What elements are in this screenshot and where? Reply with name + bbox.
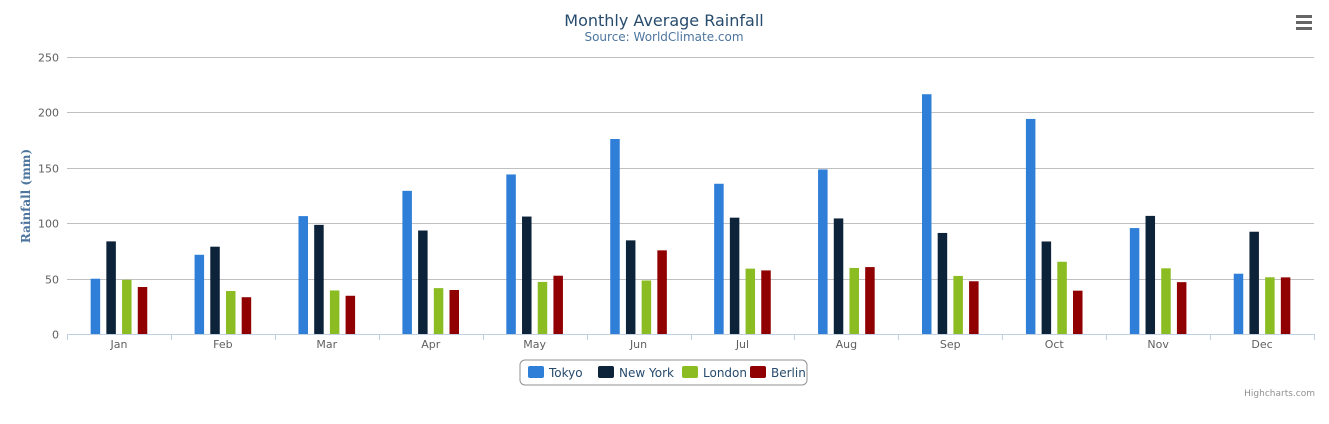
bar[interactable] [937,232,948,334]
legend-item[interactable]: New York [598,366,674,380]
bar[interactable] [225,291,236,334]
bar[interactable] [329,290,340,334]
credits-link[interactable]: Highcharts.com [1244,389,1315,399]
legend-swatch [528,366,544,378]
legend: Tokyo New York London Berlin [519,359,808,386]
bar[interactable] [641,280,652,334]
y-tick-label: 50 [45,274,59,287]
bar[interactable] [522,216,532,334]
x-tick-label: Apr [421,338,441,351]
x-tick-label: Aug [836,338,857,351]
bars [90,94,1291,334]
bar[interactable] [90,278,101,334]
bar[interactable] [865,267,875,334]
legend-swatch [598,366,614,378]
bar[interactable] [1161,268,1171,334]
bar[interactable] [106,241,116,334]
bar[interactable] [1073,290,1083,334]
bar[interactable] [314,224,324,334]
bar[interactable] [610,138,620,334]
x-tick-label: Oct [1045,338,1065,351]
x-tick-label: Sep [940,338,961,351]
bar[interactable] [625,240,636,334]
bar[interactable] [833,218,844,334]
bar[interactable] [969,281,979,334]
x-tick-label: Jun [629,338,647,351]
bar[interactable] [657,250,667,334]
x-tick-label: Jan [109,338,127,351]
x-tick-label: Mar [316,338,337,351]
bar[interactable] [1041,241,1052,334]
x-axis: Jan Feb Mar Apr May Jun Jul Aug Sep Oct Nov Dec [67,334,1315,351]
legend-label: New York [619,366,674,380]
bar[interactable] [433,288,444,334]
bar[interactable] [1025,118,1036,334]
bar[interactable] [729,217,740,334]
y-tick-label: 100 [38,218,59,231]
x-tick-label: Feb [213,338,232,351]
bar[interactable] [298,216,308,334]
bar[interactable] [1233,273,1244,334]
legend-label: Berlin [771,366,806,380]
chart-title: Monthly Average Rainfall [564,11,763,30]
bar[interactable] [418,230,428,334]
bar[interactable] [194,254,205,334]
bar[interactable] [122,279,132,334]
y-tick-label: 250 [38,52,59,65]
bar[interactable] [921,94,932,334]
legend-item[interactable]: London [682,366,747,380]
bar[interactable] [761,270,771,334]
bar[interactable] [402,190,412,334]
legend-swatch [750,366,766,378]
bar[interactable] [1176,282,1187,334]
bar[interactable] [553,275,563,334]
bar[interactable] [1145,215,1156,334]
y-tick-label: 0 [52,329,59,342]
bar[interactable] [745,268,756,334]
y-tick-label: 200 [38,107,59,120]
y-tick-label: 150 [38,163,59,176]
bar[interactable] [137,287,148,334]
bar[interactable] [1129,228,1140,334]
y-axis-ticks: 0 50 100 150 200 250 [38,52,59,342]
x-tick-label: May [523,338,546,351]
bar[interactable] [1057,261,1067,334]
x-tick-label: Jul [735,338,749,351]
x-tick-label: Dec [1251,338,1272,351]
legend-item[interactable]: Berlin [750,366,806,380]
bar[interactable] [1280,277,1291,334]
bar[interactable] [1265,277,1275,334]
bar[interactable] [241,297,252,334]
bar[interactable] [506,174,516,334]
y-axis-label: Rainfall (mm) [19,149,33,243]
bar[interactable] [818,169,828,334]
bar[interactable] [345,295,356,334]
bar[interactable] [449,290,460,334]
hamburger-menu-icon[interactable] [1290,10,1318,36]
x-tick-label: Nov [1147,338,1169,351]
bar[interactable] [1249,231,1259,334]
legend-label: Tokyo [548,366,583,380]
bar[interactable] [714,183,724,334]
bar[interactable] [210,246,220,334]
legend-item[interactable]: Tokyo [528,366,583,380]
bar[interactable] [537,281,548,334]
legend-swatch [682,366,698,378]
legend-label: London [703,366,747,380]
chart-subtitle: Source: WorldClimate.com [584,30,743,44]
bar[interactable] [953,275,963,334]
bar[interactable] [849,267,859,334]
grid-lines [67,57,1314,280]
